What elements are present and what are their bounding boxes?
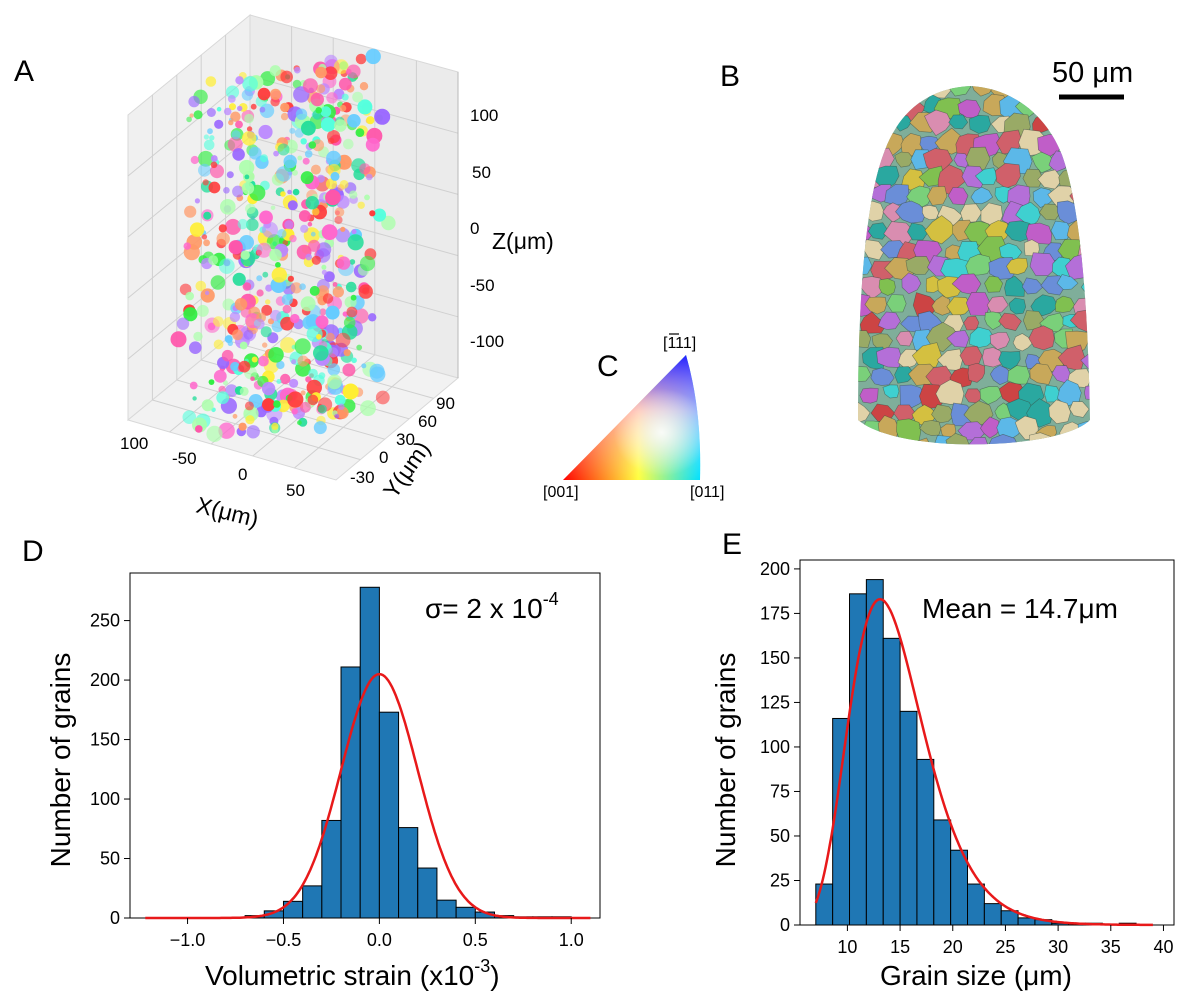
- strain-bars: [244, 586, 572, 919]
- z-tick-0: 0: [470, 219, 479, 238]
- grain-size-histogram: 10 15 20 25 30 35 40 0 25 50 75 100 125 150 175 200 Me…: [710, 559, 1175, 991]
- scatter3d-points: [170, 48, 396, 442]
- x-axis-label: X(μm): [194, 492, 261, 532]
- ipf-label-111: [111]: [663, 335, 696, 352]
- strain-bar: [340, 666, 361, 919]
- grain-size-bar: [849, 593, 867, 926]
- strain-bar: [359, 586, 380, 919]
- grain-size-y-tick-label: 0: [780, 915, 790, 935]
- grain-size-bars: [815, 579, 1137, 926]
- y-tick-90: 90: [436, 394, 455, 413]
- strain-bar: [436, 899, 457, 919]
- grain-size-x-ticks: 10 15 20 25 30 35 40: [837, 925, 1173, 957]
- grain-size-x-tick-label: 25: [995, 937, 1015, 957]
- z-tick-minus50: -50: [470, 276, 495, 295]
- strain-y-tick-label: 50: [100, 849, 120, 869]
- grain-size-bar: [967, 883, 985, 926]
- panel-label-c: C: [597, 350, 619, 383]
- ipf-label-001: [001]: [543, 484, 579, 501]
- grain-size-bar: [950, 849, 969, 926]
- y-axis-label: Y(μm): [378, 436, 435, 503]
- z-axis: 100 50 0 -50 -100 Z(μm): [457, 72, 554, 378]
- strain-y-tick-label: 200: [90, 670, 120, 690]
- z-tick-minus100: -100: [470, 332, 504, 351]
- panel-label-d: D: [22, 535, 44, 568]
- strain-bar: [455, 906, 476, 919]
- strain-x-tick-label: 0.0: [367, 930, 392, 950]
- strain-x-tick-label: 0.5: [463, 930, 488, 950]
- y-tick-30: 30: [396, 430, 415, 449]
- scatter3d-panel: 100 50 0 -50 -100 Z(μm) 100 -50 0 50 X(μ…: [120, 13, 554, 532]
- y-tick-0: 0: [379, 448, 388, 467]
- grain-render-panel: 50 μm: [858, 57, 1133, 445]
- strain-bar: [398, 827, 419, 919]
- grain-size-y-tick-label: 125: [760, 692, 790, 712]
- y-tick-60: 60: [418, 412, 437, 431]
- strain-x-tick-label: −0.5: [266, 930, 302, 950]
- strain-x-axis-label: Volumetric strain (x10-3): [205, 956, 500, 991]
- grain-size-bar: [865, 579, 884, 926]
- y-tick-minus30: -30: [350, 468, 375, 487]
- grain-size-y-tick-label: 200: [760, 559, 790, 579]
- grain-size-x-tick-label: 35: [1101, 937, 1121, 957]
- grain-size-y-tick-label: 175: [760, 603, 790, 623]
- strain-x-ticks: −1.0 −0.5 0.0 0.5 1.0: [170, 918, 584, 950]
- grain-size-y-tick-label: 50: [770, 826, 790, 846]
- strain-y-tick-label: 0: [110, 908, 120, 928]
- strain-annotation: σ= 2 x 10-4: [425, 589, 559, 624]
- grain-size-x-axis-label: Grain size (μm): [880, 960, 1072, 991]
- z-tick-100: 100: [470, 106, 498, 125]
- strain-x-tick-label: −1.0: [170, 930, 206, 950]
- grain-size-x-tick-label: 20: [943, 937, 963, 957]
- grain-size-x-tick-label: 10: [837, 937, 857, 957]
- grain-size-annotation: Mean = 14.7μm: [922, 593, 1118, 624]
- strain-bar: [378, 711, 400, 919]
- strain-x-tick-label: 1.0: [559, 930, 584, 950]
- strain-bar: [417, 867, 438, 919]
- grain-size-y-ticks: 0 25 50 75 100 125 150 175 200: [760, 559, 800, 935]
- x-tick-0: 0: [238, 465, 247, 484]
- x-tick-50: 50: [286, 481, 305, 500]
- z-tick-50: 50: [472, 163, 491, 182]
- grain-size-y-tick-label: 150: [760, 648, 790, 668]
- grain-size-y-tick-label: 100: [760, 737, 790, 757]
- grain-size-x-tick-label: 30: [1048, 937, 1068, 957]
- strain-histogram: −1.0 −0.5 0.0 0.5 1.0 0 50 100 150 200 250 σ= 2 x…: [45, 572, 601, 991]
- strain-y-tick-label: 100: [90, 789, 120, 809]
- scale-bar-label: 50 μm: [1052, 57, 1133, 89]
- grain-size-fit-curve: [814, 597, 1153, 927]
- strain-y-tick-label: 250: [90, 611, 120, 631]
- grain-size-bar: [916, 758, 935, 926]
- ipf-label-011: [011]: [690, 484, 724, 501]
- grain-size-bar: [983, 903, 1002, 926]
- grain-size-y-tick-label: 25: [770, 870, 790, 890]
- grain-size-x-tick-label: 15: [890, 937, 910, 957]
- strain-y-axis-label: Number of grains: [45, 653, 76, 868]
- strain-y-ticks: 0 50 100 150 200 250: [90, 611, 130, 928]
- grain-size-y-axis-label: Number of grains: [710, 653, 741, 868]
- panel-label-b: B: [720, 60, 741, 93]
- grain-size-bar: [832, 717, 851, 926]
- panel-label-a: A: [14, 55, 35, 88]
- grain-size-x-tick-label: 40: [1153, 937, 1173, 957]
- strain-y-tick-label: 150: [90, 730, 120, 750]
- grain-size-bar: [933, 819, 952, 926]
- grain-size-bar: [899, 710, 918, 926]
- grain-size-bar: [815, 883, 834, 926]
- panel-label-e: E: [722, 528, 743, 561]
- grain-size-bar: [882, 637, 901, 926]
- x-tick-100: 100: [120, 434, 148, 453]
- x-tick-minus50: -50: [172, 449, 197, 468]
- strain-bar: [321, 819, 342, 919]
- strain-fit-curve: [145, 672, 591, 920]
- grain-cells: [858, 86, 1090, 445]
- grain-size-y-tick-label: 75: [770, 781, 790, 801]
- ipf-triangle-panel: [111] [001] [011]: [543, 333, 724, 501]
- z-axis-label: Z(μm): [492, 228, 554, 254]
- strain-bar: [302, 885, 323, 919]
